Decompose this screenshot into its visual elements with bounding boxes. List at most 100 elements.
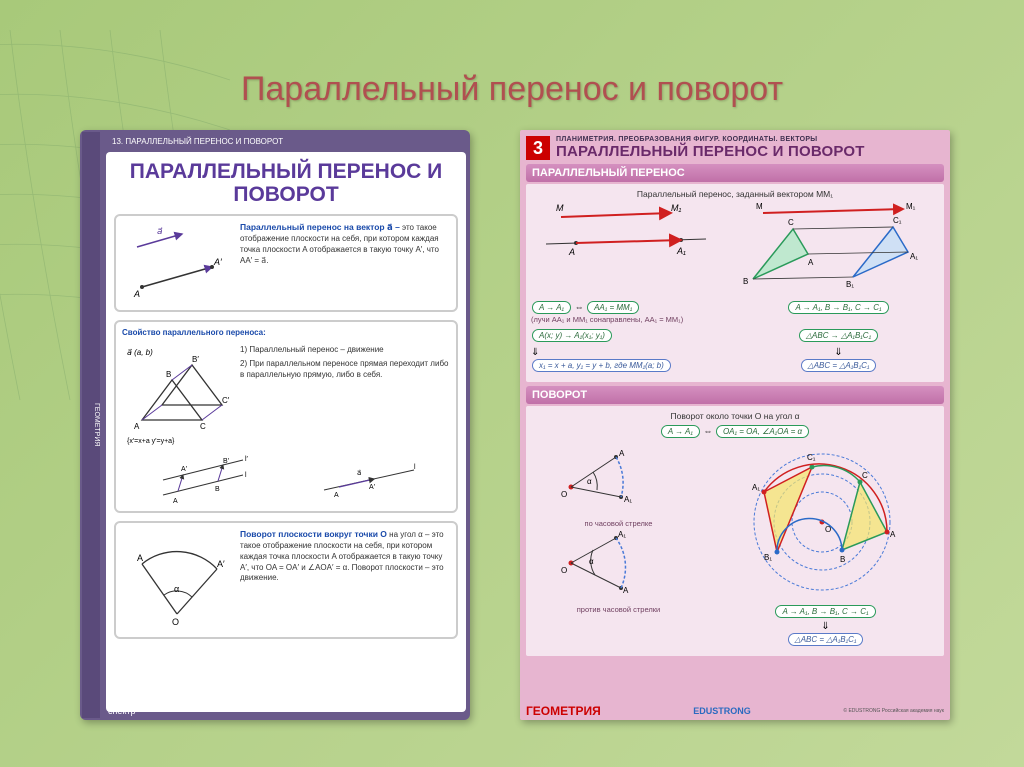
- svg-text:l′: l′: [245, 456, 249, 463]
- block1-heading: Параллельный перенос на вектор a⃗ –: [240, 222, 400, 232]
- svg-text:A′: A′: [213, 257, 222, 267]
- left-block-rotation: A A′ O α Поворот плоскости вокруг точки …: [114, 521, 458, 639]
- svg-text:B₁: B₁: [764, 553, 772, 562]
- triangle-translation-icon: a⃗ (a, b) B B′ A C C′ {x′=x+a y′=y+a}: [122, 345, 232, 445]
- tag: OA₁ = OA, ∠A₁OA = α: [716, 425, 809, 438]
- left-inner: ПАРАЛЛЕЛЬНЫЙ ПЕРЕНОС И ПОВОРОТ a⃗ A A′: [106, 152, 466, 712]
- tag: △ABC = △A₁B₁C₁: [801, 359, 877, 372]
- left-block-translation-def: a⃗ A A′ Параллельный перенос на вектор a…: [114, 214, 458, 312]
- svg-text:A: A: [334, 492, 339, 499]
- svg-text:A: A: [623, 586, 629, 595]
- svg-text:l: l: [414, 464, 416, 471]
- svg-text:A₁: A₁: [618, 530, 626, 539]
- svg-text:B₁: B₁: [846, 280, 854, 289]
- slide-title: Параллельный перенос и поворот: [0, 70, 1024, 109]
- svg-text:C₁: C₁: [893, 216, 902, 225]
- svg-text:α: α: [589, 557, 594, 566]
- svg-text:C₁: C₁: [807, 453, 816, 462]
- svg-text:a⃗: a⃗: [357, 469, 362, 477]
- right-number: 3: [526, 136, 550, 160]
- svg-text:B′: B′: [223, 458, 230, 465]
- block3-heading: Поворот плоскости вокруг точки O: [240, 529, 387, 539]
- svg-text:A′: A′: [369, 484, 376, 491]
- footer-geo: ГЕОМЕТРИЯ: [526, 704, 601, 718]
- section2-body: Поворот около точки O на угол α A → A₁ ⇔…: [526, 406, 944, 656]
- tag: A → A₁, B → B₁, C → C₁: [775, 605, 875, 618]
- footer-meta: © EDUSTRONG Российская академия наук: [843, 708, 944, 714]
- svg-text:A: A: [133, 289, 140, 299]
- svg-text:α: α: [174, 584, 179, 594]
- section2-subtitle: Поворот около точки O на угол α: [531, 411, 939, 421]
- svg-text:l: l: [245, 472, 247, 479]
- svg-text:A: A: [137, 553, 143, 563]
- svg-text:M: M: [556, 203, 564, 213]
- svg-text:A₁: A₁: [752, 483, 760, 492]
- right-title: ПАРАЛЛЕЛЬНЫЙ ПЕРЕНОС И ПОВОРОТ: [556, 143, 865, 160]
- svg-text:A: A: [134, 422, 140, 431]
- section1-body: Параллельный перенос, заданный вектором …: [526, 184, 944, 382]
- vector-diagram-icon: a⃗ A A′: [122, 222, 232, 302]
- tag: AA₁ = MM₁: [587, 301, 639, 314]
- triangle-translate-icon: M M₁ C C₁ B B₁ A A₁: [738, 199, 938, 294]
- svg-text:{x′=x+a y′=y+a}: {x′=x+a y′=y+a}: [127, 438, 175, 445]
- svg-text:B: B: [166, 370, 171, 379]
- footer-brand: EDUSTRONG: [693, 706, 751, 716]
- left-header: 13. ПАРАЛЛЕЛЬНЫЙ ПЕРЕНОС И ПОВОРОТ: [106, 134, 466, 152]
- svg-text:C: C: [200, 422, 206, 431]
- posters-row: ГЕОМЕТРИЯ 13. ПАРАЛЛЕЛЬНЫЙ ПЕРЕНОС И ПОВ…: [80, 130, 950, 720]
- note1: (лучи AA₁ и MM₁ сонаправлены, AA₁ = MM₁): [531, 315, 732, 324]
- svg-text:O: O: [561, 566, 567, 575]
- svg-text:A₁: A₁: [910, 252, 918, 261]
- svg-text:a⃗ (a, b): a⃗ (a, b): [127, 348, 153, 357]
- svg-text:a⃗: a⃗: [157, 226, 163, 236]
- block2-heading: Свойство параллельного переноса:: [122, 328, 450, 337]
- section1-header: ПАРАЛЛЕЛЬНЫЙ ПЕРЕНОС: [526, 164, 944, 182]
- right-category: ПЛАНИМЕТРИЯ. ПРЕОБРАЗОВАНИЯ ФИГУР. КООРД…: [556, 136, 865, 143]
- poster-left: ГЕОМЕТРИЯ 13. ПАРАЛЛЕЛЬНЫЙ ПЕРЕНОС И ПОВ…: [80, 130, 470, 720]
- svg-text:O: O: [561, 490, 567, 499]
- svg-text:O: O: [172, 617, 179, 627]
- rotation-cw-icon: O A A₁ α: [531, 442, 701, 517]
- svg-text:A: A: [890, 530, 896, 539]
- svg-text:M: M: [756, 202, 763, 211]
- svg-text:M₁: M₁: [906, 202, 916, 211]
- vector-mm1-icon: M M₁ A A₁: [531, 199, 721, 264]
- rotation-ccw-icon: O A A₁ α: [531, 528, 701, 603]
- rotation-diagram-icon: A A′ O α: [122, 529, 232, 629]
- tag: A → A₁: [532, 301, 571, 314]
- svg-text:A′: A′: [217, 559, 225, 569]
- line-translate-icon: A B A′ B′ l l′: [153, 455, 253, 505]
- svg-text:A′: A′: [181, 466, 188, 473]
- tag: A → A₁: [661, 425, 700, 438]
- svg-text:A: A: [808, 258, 814, 267]
- right-footer: ГЕОМЕТРИЯ EDUSTRONG © EDUSTRONG Российск…: [526, 704, 944, 718]
- tag: △ABC → △A₁B₁C₁: [799, 329, 878, 342]
- ccw-label: против часовой стрелки: [531, 605, 706, 614]
- svg-text:C: C: [862, 471, 868, 480]
- left-sidebar-label: ГЕОМЕТРИЯ: [82, 132, 100, 718]
- svg-text:A: A: [173, 498, 178, 505]
- block2-text1: 1) Параллельный перенос – движение: [240, 345, 450, 356]
- svg-text:A: A: [568, 247, 575, 257]
- svg-text:A₁: A₁: [624, 495, 632, 504]
- svg-text:α: α: [587, 477, 592, 486]
- poster-right: 3 ПЛАНИМЕТРИЯ. ПРЕОБРАЗОВАНИЯ ФИГУР. КОО…: [520, 130, 950, 720]
- svg-text:A₁: A₁: [676, 246, 686, 256]
- svg-text:A: A: [619, 449, 625, 458]
- tag: A(x; y) → A₁(x₁; y₁): [532, 329, 612, 342]
- svg-text:C: C: [788, 218, 794, 227]
- cw-label: по часовой стрелке: [531, 519, 706, 528]
- svg-text:B′: B′: [192, 355, 199, 364]
- block2-text2: 2) При параллельном переносе прямая пере…: [240, 359, 450, 381]
- tag: A → A₁, B → B₁, C → C₁: [788, 301, 888, 314]
- section2-header: ПОВОРОТ: [526, 386, 944, 404]
- svg-text:B: B: [215, 486, 220, 493]
- svg-text:C′: C′: [222, 396, 230, 405]
- svg-text:M₁: M₁: [671, 203, 681, 213]
- svg-text:B: B: [743, 277, 748, 286]
- left-block-properties: Свойство параллельного переноса: a⃗ (a, …: [114, 320, 458, 513]
- tag: x₁ = x + a, y₁ = y + b, где MM₁(a; b): [532, 359, 671, 372]
- left-title: ПАРАЛЛЕЛЬНЫЙ ПЕРЕНОС И ПОВОРОТ: [114, 160, 458, 206]
- triangle-rotation-icon: O A C B A₁ C₁ B₁: [712, 442, 932, 602]
- section1-subtitle: Параллельный перенос, заданный вектором …: [531, 189, 939, 199]
